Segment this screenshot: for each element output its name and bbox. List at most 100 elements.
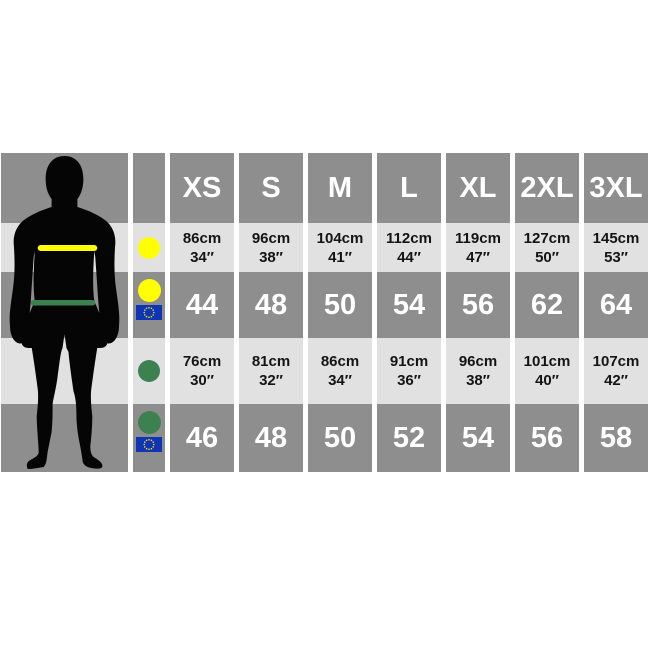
cm-value: 86cm <box>320 353 360 370</box>
inch-value: 44″ <box>397 248 421 266</box>
cm-value: 96cm <box>251 229 291 247</box>
size-header-cell: M <box>308 153 372 223</box>
inch-value: 50″ <box>535 248 559 266</box>
waist-eu-cell: 58 <box>584 404 648 472</box>
eu-size-value: 50 <box>323 421 357 454</box>
waist-eu-cell: 52 <box>377 404 441 472</box>
waist-cm-cell: 91cm 36″ <box>377 338 441 404</box>
cm-value: 91cm <box>389 353 429 370</box>
eu-size-value: 46 <box>185 421 219 454</box>
waist-eu-cell: 46 <box>170 404 234 472</box>
eu-size-value: 58 <box>599 421 633 454</box>
green-dot-icon <box>137 411 161 434</box>
cm-value: 112cm <box>386 229 432 247</box>
eu-size-value: 64 <box>599 288 633 321</box>
inch-value: 42″ <box>604 372 628 389</box>
chest-eu-cell: 44 <box>170 272 234 338</box>
cm-value: 86cm <box>182 229 222 247</box>
size-label: M <box>327 171 353 204</box>
chest-marker-cell <box>133 223 165 272</box>
eu-size-value: 48 <box>254 288 288 321</box>
chest-cm-cell: 127cm 50″ <box>515 223 579 272</box>
yellow-dot-icon <box>137 279 161 302</box>
waist-eu-cell: 54 <box>446 404 510 472</box>
inch-value: 34″ <box>190 248 214 266</box>
green-dot-icon <box>138 360 160 382</box>
eu-size-value: 56 <box>461 288 495 321</box>
figure-band <box>1 338 128 404</box>
waist-eu-cell: 48 <box>239 404 303 472</box>
chest-cm-cell: 104cm 41″ <box>308 223 372 272</box>
cm-value: 104cm <box>316 229 364 247</box>
eu-size-value: 62 <box>530 288 564 321</box>
eu-flag-icon <box>136 305 162 320</box>
eu-size-value: 56 <box>530 421 564 454</box>
eu-size-value: 54 <box>461 421 495 454</box>
eu-size-value: 52 <box>392 421 426 454</box>
cm-value: 76cm <box>182 353 222 370</box>
size-header-cell: 3XL <box>584 153 648 223</box>
size-header-cell: XS <box>170 153 234 223</box>
waist-eu-cell: 50 <box>308 404 372 472</box>
size-chart-table: XS S M L XL 2XL 3XL 86cm 34″ 96cm 38″ 104c… <box>1 153 648 472</box>
waist-cm-cell: 96cm 38″ <box>446 338 510 404</box>
cm-value: 145cm <box>592 229 640 247</box>
waist-cm-cell: 81cm 32″ <box>239 338 303 404</box>
waist-eu-cell: 56 <box>515 404 579 472</box>
yellow-dot-icon <box>138 236 160 259</box>
size-label: 2XL <box>520 171 574 204</box>
figure-column <box>1 153 128 472</box>
waist-marker-cell <box>133 338 165 404</box>
cm-value: 81cm <box>251 353 291 370</box>
size-header-cell: 2XL <box>515 153 579 223</box>
size-label: S <box>261 171 281 204</box>
size-header-cell: L <box>377 153 441 223</box>
chest-measure-line <box>37 245 98 251</box>
waist-cm-cell: 76cm 30″ <box>170 338 234 404</box>
chest-eu-cell: 64 <box>584 272 648 338</box>
size-header-cell: XL <box>446 153 510 223</box>
size-label: L <box>400 171 418 204</box>
cm-value: 119cm <box>455 229 501 247</box>
inch-value: 47″ <box>466 248 490 266</box>
male-silhouette <box>9 156 120 469</box>
chest-eu-cell: 48 <box>239 272 303 338</box>
chest-cm-cell: 112cm 44″ <box>377 223 441 272</box>
size-label: XS <box>182 171 222 204</box>
waist-eu-marker-cell <box>133 404 165 472</box>
inch-value: 40″ <box>535 372 559 389</box>
inch-value: 34″ <box>328 372 352 389</box>
cm-value: 101cm <box>523 353 571 370</box>
chest-eu-cell: 62 <box>515 272 579 338</box>
cm-value: 96cm <box>458 353 498 370</box>
chest-eu-marker-cell <box>133 272 165 338</box>
eu-size-value: 48 <box>254 421 288 454</box>
inch-value: 30″ <box>190 372 214 389</box>
chest-eu-cell: 54 <box>377 272 441 338</box>
chest-cm-cell: 96cm 38″ <box>239 223 303 272</box>
waist-cm-cell: 86cm 34″ <box>308 338 372 404</box>
eu-size-value: 50 <box>323 288 357 321</box>
chest-cm-cell: 86cm 34″ <box>170 223 234 272</box>
chest-eu-cell: 56 <box>446 272 510 338</box>
figure-band <box>1 404 128 472</box>
inch-value: 38″ <box>259 248 283 266</box>
cm-value: 127cm <box>523 229 571 247</box>
size-label: XL <box>459 171 497 204</box>
eu-size-value: 54 <box>392 288 426 321</box>
chest-eu-cell: 50 <box>308 272 372 338</box>
waist-cm-cell: 107cm 42″ <box>584 338 648 404</box>
chest-cm-cell: 145cm 53″ <box>584 223 648 272</box>
size-header-cell: S <box>239 153 303 223</box>
chest-cm-cell: 119cm 47″ <box>446 223 510 272</box>
size-label: 3XL <box>589 171 643 204</box>
inch-value: 53″ <box>604 248 628 266</box>
inch-value: 38″ <box>466 372 490 389</box>
waist-cm-cell: 101cm 40″ <box>515 338 579 404</box>
eu-flag-icon <box>136 437 162 452</box>
waist-measure-line <box>30 300 96 306</box>
inch-value: 41″ <box>328 248 352 266</box>
cm-value: 107cm <box>592 353 640 370</box>
inch-value: 32″ <box>259 372 283 389</box>
